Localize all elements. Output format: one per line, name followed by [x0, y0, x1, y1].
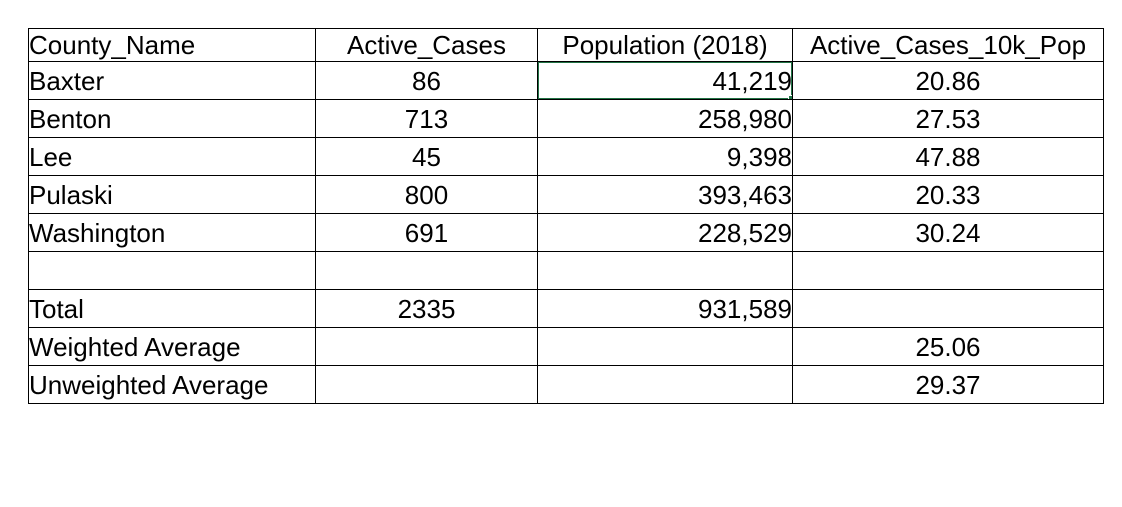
cell-population[interactable]: 228,529	[537, 213, 793, 252]
cell-active-cases[interactable]: 691	[315, 213, 538, 252]
cell-county-name[interactable]: Pulaski	[28, 175, 316, 214]
table-row-benton: Benton 713 258,980 27.53	[28, 99, 1104, 138]
county-cases-table: County_Name Active_Cases Population (201…	[28, 28, 1104, 404]
cell-population[interactable]: 9,398	[537, 137, 793, 176]
cell-county-name[interactable]: Baxter	[28, 61, 316, 100]
cell-active-cases[interactable]	[315, 327, 538, 366]
cell-total-10k-pop[interactable]	[792, 289, 1104, 328]
cell-weighted-average-value[interactable]: 25.06	[792, 327, 1104, 366]
cell-population[interactable]: 258,980	[537, 99, 793, 138]
cell-population[interactable]: 393,463	[537, 175, 793, 214]
cell-active-cases[interactable]	[315, 251, 538, 290]
cell-active-cases-10k-pop[interactable]: 27.53	[792, 99, 1104, 138]
cell-active-cases-10k-pop[interactable]: 30.24	[792, 213, 1104, 252]
cell-active-cases-10k-pop[interactable]	[792, 251, 1104, 290]
cell-county-name[interactable]	[28, 251, 316, 290]
cell-unweighted-average-label[interactable]: Unweighted Average	[28, 365, 316, 404]
cell-county-name[interactable]: Lee	[28, 137, 316, 176]
cell-active-cases-10k-pop[interactable]: 20.86	[792, 61, 1104, 100]
cell-active-cases-10k-pop[interactable]: 20.33	[792, 175, 1104, 214]
table-row-empty	[28, 251, 1104, 290]
cell-population[interactable]	[537, 251, 793, 290]
table-row-total: Total 2335 931,589	[28, 289, 1104, 328]
cell-total-active-cases[interactable]: 2335	[315, 289, 538, 328]
cell-active-cases[interactable]: 86	[315, 61, 538, 100]
cell-active-cases[interactable]: 45	[315, 137, 538, 176]
cell-active-cases[interactable]	[315, 365, 538, 404]
header-row: County_Name Active_Cases Population (201…	[28, 28, 1104, 62]
cell-active-cases-10k-pop[interactable]: 47.88	[792, 137, 1104, 176]
cell-total-population[interactable]: 931,589	[537, 289, 793, 328]
cell-total-label[interactable]: Total	[28, 289, 316, 328]
table-row-pulaski: Pulaski 800 393,463 20.33	[28, 175, 1104, 214]
cell-active-cases[interactable]: 800	[315, 175, 538, 214]
cell-population[interactable]	[537, 365, 793, 404]
selected-cell-population[interactable]: 41,219	[537, 61, 793, 100]
cell-unweighted-average-value[interactable]: 29.37	[792, 365, 1104, 404]
table-row-washington: Washington 691 228,529 30.24	[28, 213, 1104, 252]
table-row-unweighted-average: Unweighted Average 29.37	[28, 365, 1104, 404]
table-row-baxter: Baxter 86 41,219 20.86	[28, 61, 1104, 100]
cell-weighted-average-label[interactable]: Weighted Average	[28, 327, 316, 366]
cell-active-cases[interactable]: 713	[315, 99, 538, 138]
cell-county-name[interactable]: Benton	[28, 99, 316, 138]
cell-county-name[interactable]: Washington	[28, 213, 316, 252]
header-population-2018[interactable]: Population (2018)	[537, 28, 793, 62]
header-county-name[interactable]: County_Name	[28, 28, 316, 62]
table-row-lee: Lee 45 9,398 47.88	[28, 137, 1104, 176]
header-active-cases[interactable]: Active_Cases	[315, 28, 538, 62]
table-row-weighted-average: Weighted Average 25.06	[28, 327, 1104, 366]
cell-population[interactable]	[537, 327, 793, 366]
header-active-cases-10k-pop[interactable]: Active_Cases_10k_Pop	[792, 28, 1104, 62]
